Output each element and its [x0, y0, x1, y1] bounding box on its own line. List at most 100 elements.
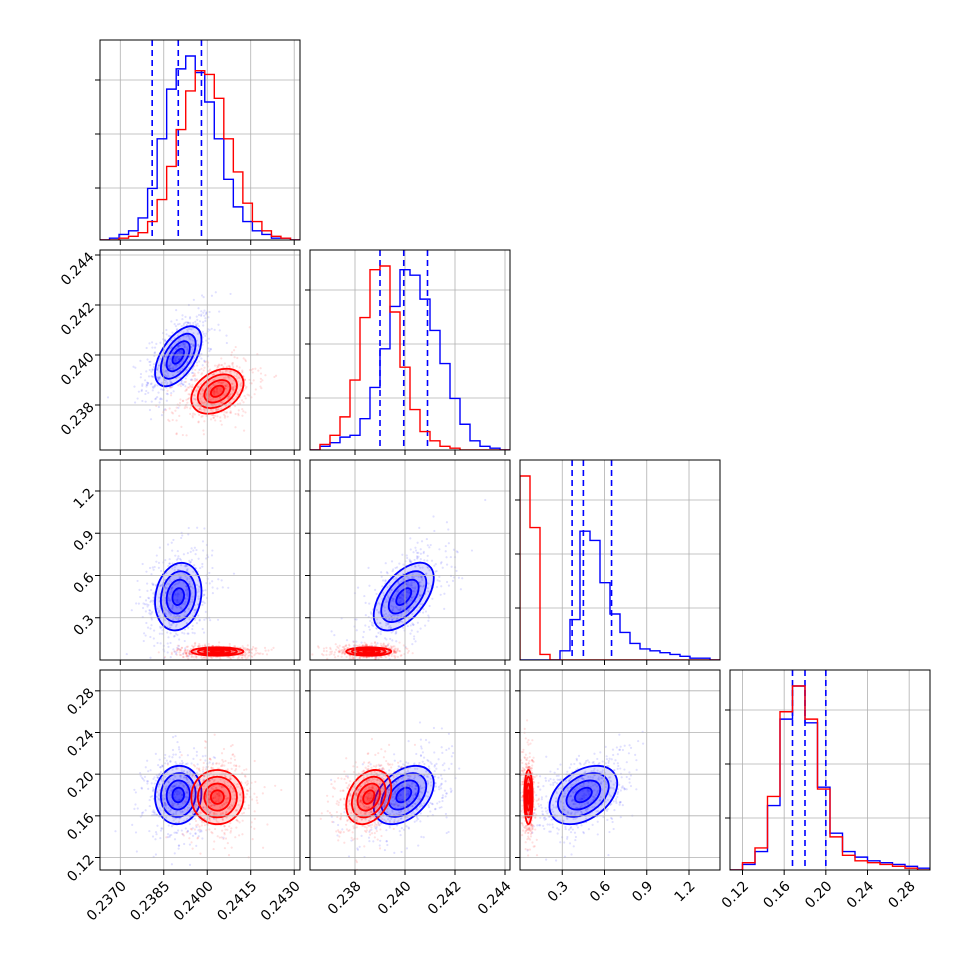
scatter-point — [182, 834, 186, 837]
scatter-point — [388, 591, 391, 594]
scatter-point — [411, 781, 414, 784]
scatter-point — [159, 766, 162, 769]
scatter-point — [215, 387, 218, 390]
scatter-point — [419, 576, 422, 579]
scatter-point — [156, 607, 159, 610]
scatter-point — [373, 641, 377, 644]
scatter-point — [202, 401, 205, 405]
scatter-point — [223, 393, 226, 397]
scatter-point — [385, 612, 388, 615]
scatter-point — [222, 836, 225, 839]
scatter-point — [177, 345, 180, 348]
scatter-point — [186, 650, 189, 653]
scatter-point — [186, 791, 189, 794]
scatter-point — [339, 650, 342, 653]
scatter-point — [194, 323, 197, 326]
scatter-point — [219, 371, 222, 374]
scatter-point — [187, 526, 190, 530]
scatter-point — [424, 738, 428, 742]
scatter-point — [390, 588, 393, 591]
scatter-point — [388, 769, 391, 772]
scatter-point — [423, 802, 426, 805]
scatter-point — [140, 388, 143, 392]
scatter-point — [156, 764, 160, 767]
scatter-point — [337, 646, 340, 650]
scatter-point — [436, 579, 439, 582]
scatter-point — [405, 611, 408, 614]
scatter-point — [336, 834, 339, 837]
scatter-point — [182, 324, 185, 327]
scatter-point — [151, 790, 155, 793]
scatter-point — [146, 383, 149, 387]
scatter-point — [220, 786, 224, 789]
scatter-point — [191, 631, 194, 634]
scatter-point — [231, 655, 234, 658]
scatter-point — [224, 837, 228, 840]
scatter-point — [130, 609, 133, 612]
scatter-point — [416, 801, 419, 804]
scatter-point — [413, 820, 416, 823]
scatter-point — [175, 599, 178, 602]
scatter-point — [192, 332, 195, 335]
scatter-point — [447, 584, 451, 587]
scatter-point — [212, 391, 215, 394]
scatter-point — [148, 829, 151, 833]
scatter-point — [164, 608, 168, 611]
scatter-point — [153, 385, 156, 388]
scatter-point — [270, 648, 273, 651]
scatter-point — [229, 807, 232, 810]
scatter-point — [238, 765, 241, 768]
scatter-point — [356, 645, 359, 648]
scatter-point — [163, 797, 166, 800]
scatter-point — [173, 634, 176, 638]
scatter-point — [176, 599, 179, 602]
scatter-point — [191, 343, 194, 346]
scatter-point — [207, 337, 210, 340]
scatter-point — [178, 581, 181, 584]
scatter-point — [208, 757, 211, 761]
scatter-point — [231, 361, 235, 365]
scatter-point — [186, 330, 189, 333]
scatter-point — [143, 632, 146, 635]
scatter-point — [197, 597, 200, 600]
scatter-point — [432, 515, 435, 518]
scatter-point — [196, 804, 199, 807]
scatter-point — [149, 613, 152, 616]
scatter-point — [151, 789, 155, 792]
scatter-point — [194, 803, 197, 806]
scatter-point — [147, 381, 150, 385]
scatter-point — [421, 578, 424, 582]
scatter-point — [186, 645, 189, 648]
scatter-point — [153, 346, 157, 349]
scatter-point — [201, 627, 204, 631]
scatter-point — [223, 847, 227, 850]
scatter-point — [201, 821, 204, 824]
scatter-point — [198, 368, 201, 372]
scatter-point — [213, 778, 216, 782]
scatter-point — [222, 803, 226, 806]
scatter-point — [194, 655, 198, 658]
scatter-point — [165, 328, 168, 332]
scatter-point — [422, 551, 425, 555]
scatter-point — [398, 562, 401, 565]
scatter-point — [151, 566, 154, 569]
scatter-point — [239, 793, 242, 796]
scatter-point — [186, 778, 189, 782]
scatter-point — [223, 802, 226, 806]
scatter-point — [175, 364, 178, 367]
scatter-point — [470, 549, 474, 552]
scatter-point — [412, 777, 416, 780]
scatter-point — [151, 583, 155, 586]
scatter-point — [161, 368, 164, 372]
scatter-point — [217, 821, 220, 824]
scatter-point — [408, 558, 411, 561]
scatter-point — [223, 782, 226, 785]
scatter-point — [378, 764, 381, 768]
scatter-point — [212, 784, 216, 787]
scatter-point — [392, 649, 395, 652]
scatter-point — [165, 785, 168, 788]
scatter-point — [207, 789, 210, 792]
scatter-point — [435, 762, 438, 765]
scatter-point — [197, 614, 200, 617]
scatter-point — [217, 797, 220, 800]
